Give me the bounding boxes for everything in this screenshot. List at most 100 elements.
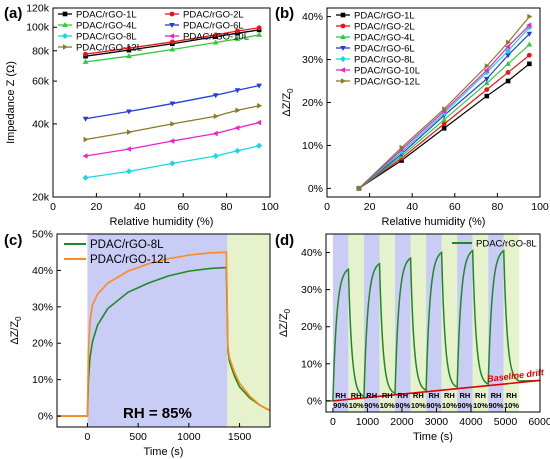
panel-d-cycle-label: RH bbox=[382, 391, 393, 400]
panel-a-data-point bbox=[235, 107, 241, 114]
panel-a-ytick-label: 80k bbox=[32, 45, 50, 57]
panel-a-ytick-label: 100k bbox=[26, 22, 50, 34]
panel-c-chart: 0 500 1000 1500 0% 10% 20% 30% 40% 50% Time (s) ΔZ/… bbox=[9, 229, 271, 458]
panel-b-xtick-label: 100 bbox=[531, 201, 549, 213]
panel-d-cycle-label: RH bbox=[351, 391, 362, 400]
panel-a-data-point bbox=[83, 51, 88, 57]
panel-d-cycle-value: 90% bbox=[488, 401, 503, 410]
panel-b-legend-marker bbox=[340, 46, 346, 51]
panel-a-ytick-label: 20k bbox=[32, 192, 50, 204]
panel-d-xtick-label: 4000 bbox=[459, 416, 483, 428]
panel-a-data-point bbox=[234, 35, 241, 41]
panel-b-ytick-label: 30% bbox=[302, 54, 323, 66]
panel-b-legend-label: PDAC/rGO-12L bbox=[354, 77, 420, 88]
panel-a-data-point bbox=[256, 31, 262, 37]
panel-d-legend-label: PDAC/rGO-8L bbox=[476, 239, 537, 250]
panel-b-data-point bbox=[399, 144, 405, 151]
panel-d-chart: Baseline driftRH90%RH10%RH90%RH10%RH90%R… bbox=[278, 233, 550, 443]
panel-a-legend-label: PDAC/rGO-10L bbox=[183, 32, 249, 43]
panel-a-xlabel: Relative humidity (%) bbox=[110, 216, 214, 228]
panel-d-xtick-label: 5000 bbox=[494, 416, 518, 428]
panel-d-cycle-label: RH bbox=[475, 391, 486, 400]
panel-b-legend-label: PDAC/rGO-6L bbox=[354, 44, 415, 55]
panel-d-dry-region bbox=[410, 234, 427, 412]
panel-c-rh-annotation: RH = 85% bbox=[123, 405, 192, 422]
panel-d-humid-region bbox=[488, 234, 504, 412]
panel-b-data-point bbox=[505, 78, 511, 84]
panel-d-humid-region bbox=[363, 234, 380, 412]
panel-b-xtick-label: 40 bbox=[406, 201, 418, 213]
panel-d-dry-region bbox=[348, 234, 364, 412]
panel-c-xlabel: Time (s) bbox=[144, 446, 184, 458]
panel-b-legend-marker bbox=[340, 56, 346, 62]
panel-c-xtick-label: 0 bbox=[85, 431, 91, 443]
panel-b-xtick-label: 20 bbox=[364, 201, 376, 213]
panel-d-cycle-label: RH bbox=[366, 391, 377, 400]
panel-d-xtick-label: 0 bbox=[330, 416, 336, 428]
panel-b-data-point bbox=[441, 121, 447, 127]
panel-d-xtick-label: 1000 bbox=[356, 416, 380, 428]
panel-b-data-point bbox=[483, 76, 490, 82]
panel-a-xtick-label: 100 bbox=[261, 201, 279, 213]
panel-a-legend-label: PDAC/rGO-6L bbox=[183, 21, 244, 32]
panel-c-ytick-label: 0% bbox=[38, 411, 53, 423]
panel-b-legend-label: PDAC/rGO-8L bbox=[354, 55, 415, 66]
panel-b-label: (b) bbox=[275, 5, 294, 22]
panel-d-dry-region bbox=[503, 234, 520, 412]
panel-b-legend-marker bbox=[340, 34, 346, 39]
panel-b-xtick-label: 80 bbox=[492, 201, 504, 213]
panel-a-data-point bbox=[212, 153, 219, 160]
panel-b-ylabel: ΔZ/Z0 bbox=[281, 88, 295, 117]
panel-b-legend-label: PDAC/rGO-2L bbox=[354, 22, 415, 33]
panel-a-data-point bbox=[126, 53, 132, 59]
panel-b-legend-label: PDAC/rGO-1L bbox=[354, 11, 415, 22]
panel-a-data-point bbox=[169, 46, 176, 52]
panel-a-data-point bbox=[212, 93, 219, 99]
panel-c-shaded-region bbox=[87, 234, 228, 427]
panel-d-humid-region bbox=[457, 234, 473, 412]
panel-d-cycle-label: RH bbox=[491, 391, 502, 400]
panel-b-series-line bbox=[358, 24, 530, 189]
panel-d-cycle-value: 90% bbox=[333, 401, 348, 410]
panel-a-data-point bbox=[169, 39, 175, 45]
panel-a-data-point bbox=[234, 125, 240, 131]
panel-b-series-line bbox=[358, 54, 530, 189]
panel-a-data-point bbox=[256, 142, 263, 149]
panel-a-data-point bbox=[126, 109, 132, 115]
panel-b-data-point bbox=[526, 31, 533, 37]
panel-b-data-point bbox=[505, 47, 512, 54]
panel-d-cycle-label: RH bbox=[460, 391, 471, 400]
panel-d-cycle-label: RH bbox=[397, 391, 408, 400]
panel-a-series-line bbox=[85, 29, 260, 57]
panel-b-data-point bbox=[527, 13, 533, 20]
panel-a-data-point bbox=[82, 153, 88, 159]
panel-d-cycle-value: 10% bbox=[349, 401, 364, 410]
panel-b-ytick-label: 0% bbox=[308, 183, 323, 195]
panel-d-humid-region bbox=[395, 234, 411, 412]
panel-b-data-point bbox=[484, 63, 490, 69]
panel-c-label: (c) bbox=[4, 232, 22, 249]
panel-b-series-line bbox=[358, 44, 530, 189]
panel-b-data-point bbox=[483, 80, 490, 86]
panel-d-cycle-label: RH bbox=[413, 391, 424, 400]
panel-d-baseline-drift-line bbox=[332, 379, 541, 402]
panel-b-ytick-label: 20% bbox=[302, 97, 323, 109]
panel-a-data-point bbox=[83, 136, 89, 143]
panel-c-ytick-label: 20% bbox=[32, 338, 53, 350]
panel-a-legend-marker bbox=[63, 44, 68, 50]
panel-d-humid-region bbox=[426, 234, 442, 412]
panel-a-data-point bbox=[256, 119, 262, 126]
panel-d-ytick-label: 30% bbox=[301, 284, 322, 296]
panel-c-legend-label: PDAC/rGO-12L bbox=[90, 254, 170, 266]
panel-a-xtick-label: 40 bbox=[134, 201, 146, 213]
panel-a-ytick-label: 40k bbox=[32, 118, 50, 130]
panel-b-data-point bbox=[356, 185, 362, 192]
panel-c-series-line bbox=[57, 251, 271, 417]
panel-d-cycle-value: 90% bbox=[426, 401, 441, 410]
panel-a-frame bbox=[52, 7, 271, 198]
panel-d-cycle-label: RH bbox=[428, 391, 439, 400]
panel-a-data-point bbox=[169, 101, 176, 107]
panel-c-frame bbox=[56, 233, 271, 428]
panel-d-dry-region bbox=[441, 234, 458, 412]
